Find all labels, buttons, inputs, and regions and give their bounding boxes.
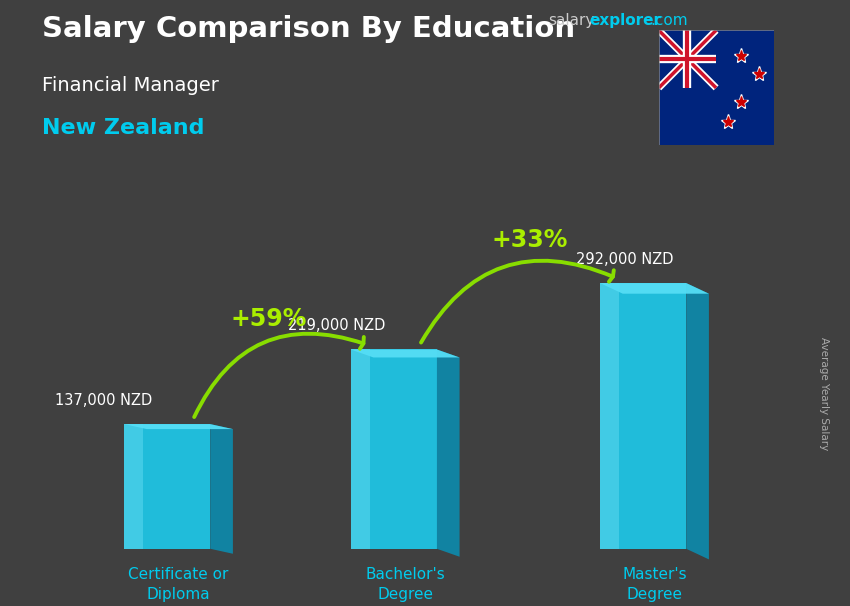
Text: explorer: explorer [589, 13, 661, 28]
Polygon shape [124, 424, 233, 429]
Polygon shape [437, 350, 460, 557]
Text: Average Yearly Salary: Average Yearly Salary [819, 338, 829, 450]
Polygon shape [600, 283, 619, 549]
Polygon shape [686, 283, 709, 559]
Text: New Zealand: New Zealand [42, 118, 205, 138]
Polygon shape [124, 424, 210, 549]
Text: 292,000 NZD: 292,000 NZD [576, 251, 674, 267]
Text: +33%: +33% [491, 228, 568, 252]
Text: +59%: +59% [231, 307, 308, 331]
Text: .com: .com [650, 13, 688, 28]
Text: Financial Manager: Financial Manager [42, 76, 219, 95]
Polygon shape [351, 350, 437, 549]
Polygon shape [351, 350, 370, 549]
Polygon shape [351, 350, 460, 358]
Text: Salary Comparison By Education: Salary Comparison By Education [42, 15, 575, 43]
Polygon shape [210, 424, 233, 554]
Text: Master's
Degree: Master's Degree [622, 567, 687, 602]
Polygon shape [600, 283, 709, 294]
Text: Certificate or
Diploma: Certificate or Diploma [128, 567, 229, 602]
Text: Bachelor's
Degree: Bachelor's Degree [366, 567, 445, 602]
Polygon shape [600, 283, 686, 549]
Text: 219,000 NZD: 219,000 NZD [288, 318, 386, 333]
Polygon shape [124, 424, 143, 549]
Text: salary: salary [548, 13, 595, 28]
Text: 137,000 NZD: 137,000 NZD [55, 393, 152, 408]
